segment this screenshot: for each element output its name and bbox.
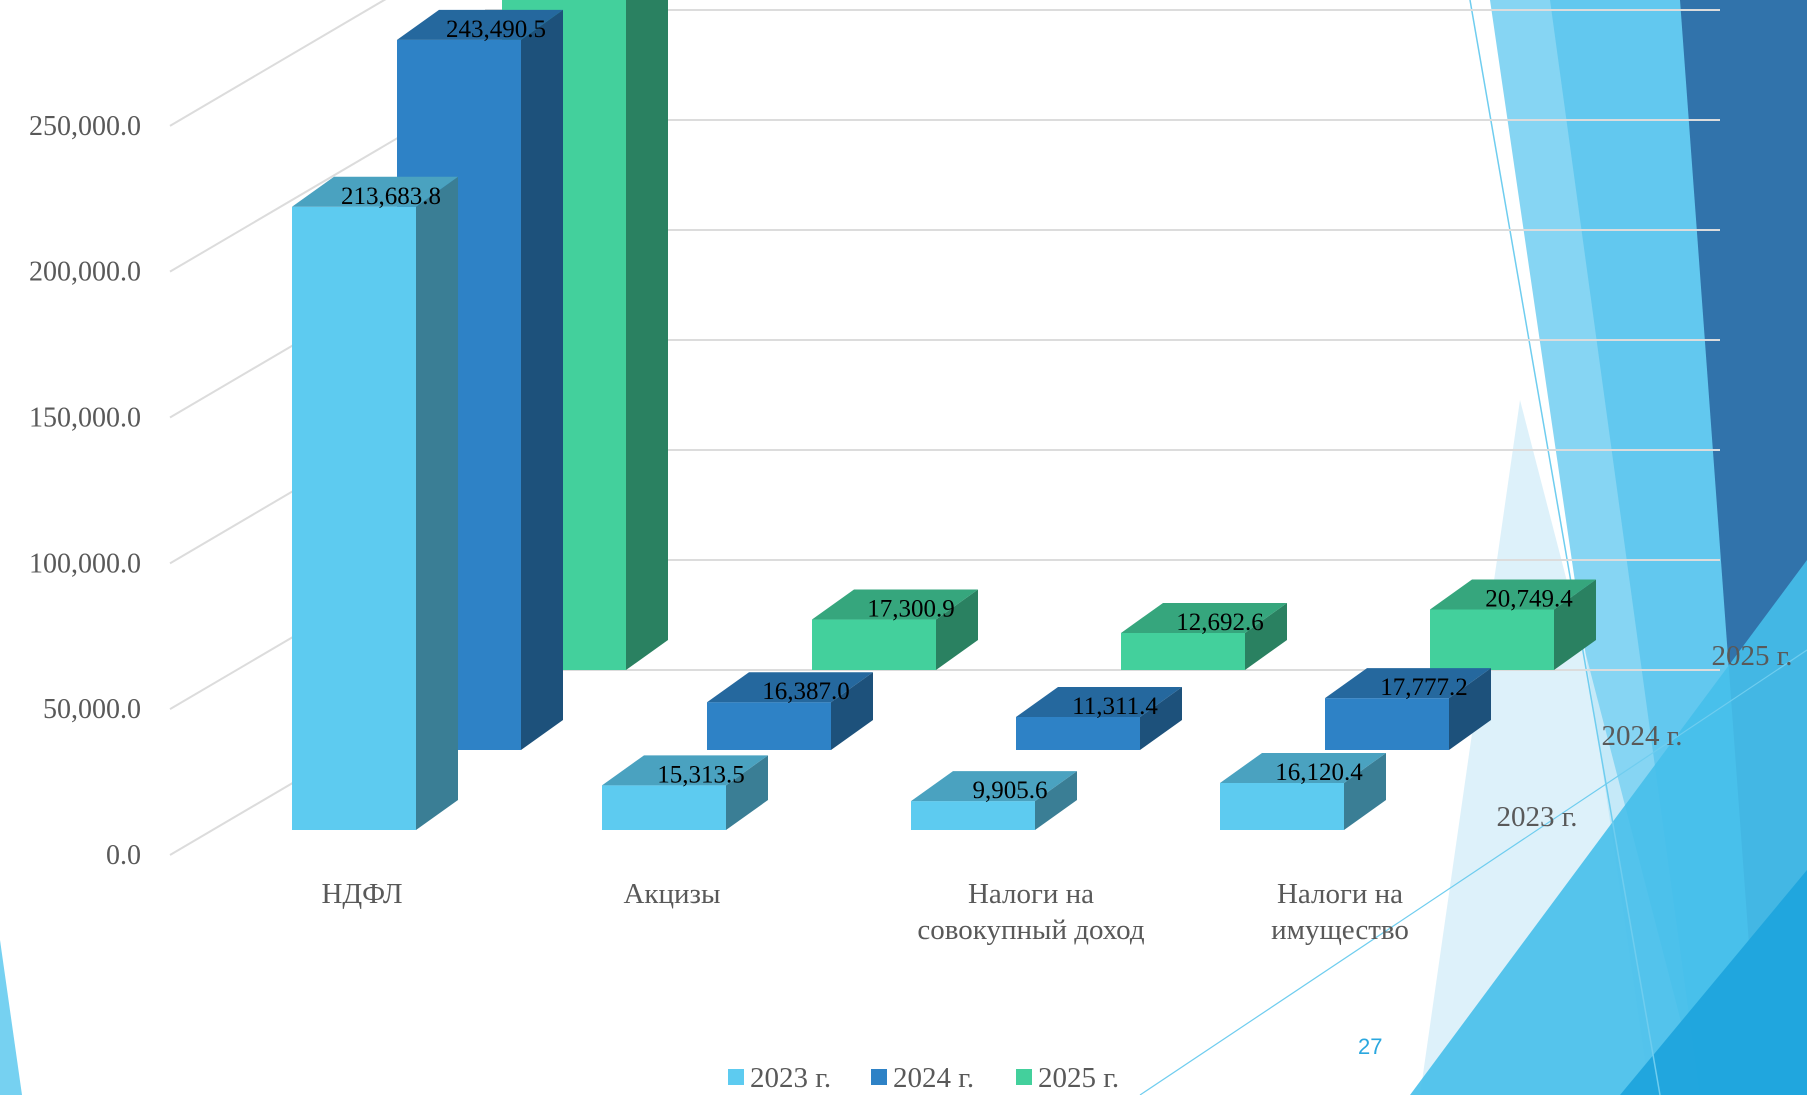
bar-side [626,0,668,670]
bar-top [292,176,458,207]
bar-top [602,755,768,786]
legend-swatch [1016,1069,1032,1085]
bar-top [397,9,563,40]
bar-side [1245,602,1287,670]
decor-line-0 [1469,0,1661,1095]
legend-label: 2024 г. [893,1062,974,1094]
chart-bars [292,0,1596,830]
bar-side [1554,579,1596,670]
bar-side [726,755,768,830]
data-label: 20,749.4 [1485,585,1573,612]
y-tick-label: 100,000.0 [29,548,141,579]
category-label: имущество [1271,914,1409,946]
legend: 2023 г. 2024 г. 2025 г. [728,1062,1119,1094]
depth-axis-label: 2023 г. [1496,801,1577,833]
data-label: 16,387.0 [762,678,850,705]
legend-label: 2023 г. [750,1062,831,1094]
bar-front [1220,782,1344,830]
bar-front [1325,698,1449,750]
depth-axis: 2023 г. 2024 г. 2025 г. [1496,640,1792,833]
bar-side [936,589,978,670]
bar-2-2 [1121,602,1287,670]
data-label: 15,313.5 [657,761,745,788]
data-label: 9,905.6 [973,777,1048,804]
data-label: 17,300.9 [867,596,955,623]
bar-front [707,702,831,750]
category-label: совокупный доход [917,914,1144,946]
category-label: Акцизы [623,878,720,910]
bar-top [1016,687,1182,718]
side-gridline [169,0,387,127]
bar-side [1344,752,1386,830]
data-labels: 260,290.117,300.912,692.620,749.4243,490… [341,16,1573,804]
depth-axis-label: 2025 г. [1711,640,1792,672]
bar-side [521,9,563,750]
bar-top [1430,579,1596,610]
bar-top [707,672,873,703]
bar-front [602,785,726,830]
data-label: 17,777.2 [1380,674,1468,701]
bar-top [1220,752,1386,783]
data-label: 16,120.4 [1275,759,1363,786]
y-tick-label: 200,000.0 [29,257,141,288]
decor-shape-5 [1620,870,1807,1095]
bar-side [1449,668,1491,750]
data-label: 243,490.5 [446,16,546,43]
bar-side [831,672,873,750]
bar-front [1016,717,1140,750]
bar-0-0 [292,176,458,830]
bar-top [1325,668,1491,699]
bar-front [1430,609,1554,670]
legend-item: 2023 г. [728,1062,831,1094]
page-number: 27 [1358,1034,1383,1059]
bar-side [416,176,458,830]
bar-1-3 [1325,668,1491,750]
bar-2-1 [812,589,978,670]
data-label: 11,311.4 [1072,693,1158,720]
bar-top [1121,602,1287,633]
bar-top [812,589,978,620]
category-label: НДФЛ [321,878,402,910]
bar-top [911,771,1077,802]
bar-1-1 [707,672,873,750]
depth-axis-label: 2024 г. [1601,720,1682,752]
x-axis: НДФЛ Акцизы Налоги на совокупный доход Налог… [321,878,1408,946]
y-tick-label: 150,000.0 [29,403,141,434]
legend-swatch [871,1069,887,1085]
bar-0-1 [602,755,768,830]
y-axis: 0.0 50,000.0 100,000.0 150,000.0 200,000.0 25… [29,111,141,871]
y-tick-label: 50,000.0 [43,694,141,725]
bar-front [292,206,416,830]
bar-front [911,801,1035,830]
bar-side [1035,771,1077,830]
category-label: Налоги на [1277,878,1403,910]
decor-line-1 [1139,649,1807,1095]
bar-front [1121,632,1245,670]
bar-1-2 [1016,687,1182,750]
legend-item: 2025 г. [1016,1062,1119,1094]
bar-2-3 [1430,579,1596,670]
y-tick-label: 250,000.0 [29,111,141,142]
legend-swatch [728,1069,744,1085]
decor-shape-6 [0,940,22,1095]
data-label: 12,692.6 [1176,609,1264,636]
y-tick-label: 0.0 [106,840,141,871]
bar-0-3 [1220,752,1386,830]
category-label: Налоги на [968,878,1094,910]
bar-side [1140,687,1182,750]
decor-shape-4 [1410,560,1807,1095]
legend-item: 2024 г. [871,1062,974,1094]
data-label: 213,683.8 [341,183,441,210]
bar-0-2 [911,771,1077,830]
legend-label: 2025 г. [1038,1062,1119,1094]
bar-front [812,619,936,670]
